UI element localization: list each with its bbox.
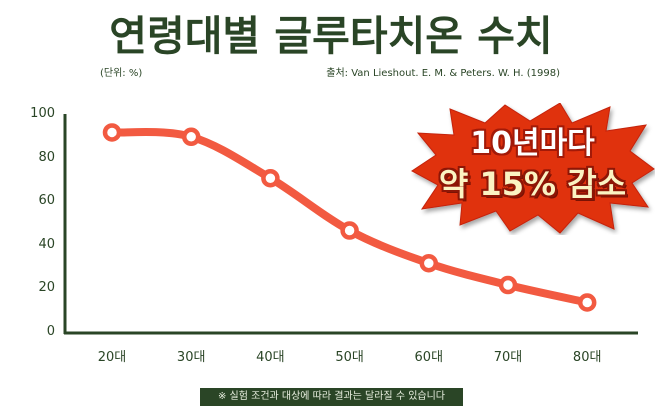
x-tick-label: 40대 [256, 350, 285, 365]
y-tick-label: 40 [38, 236, 55, 252]
data-point-40대 [261, 168, 280, 188]
data-point-80대 [577, 293, 597, 312]
x-tick-label: 50대 [335, 350, 364, 365]
x-tick-label: 20대 [97, 350, 127, 365]
callout: 10년마다 약 15% 감소 [410, 103, 655, 235]
source-label: 출처: Van Lieshout. E. M. & Peters. W. H. … [326, 68, 560, 79]
x-tick-label: 30대 [176, 350, 206, 365]
y-tick-label: 0 [46, 324, 55, 339]
x-tick-label: 60대 [414, 350, 444, 365]
burst-callout-shape [411, 103, 655, 234]
x-tick-label: 80대 [572, 350, 602, 365]
y-tick-label: 100 [30, 106, 55, 121]
data-point-50대 [340, 221, 359, 240]
x-tick-label: 70대 [493, 350, 523, 365]
y-tick-label: 20 [38, 280, 55, 296]
data-point-70대 [498, 275, 518, 295]
chart-title: 연령대별 글루타치온 수치 [109, 12, 553, 60]
callout-line-2: 약 15% 감소 [438, 165, 627, 203]
data-point-60대 [419, 253, 439, 273]
callout-line-1: 10년마다 [470, 126, 595, 161]
unit-label: (단위: %) [100, 68, 143, 79]
footnote: ※ 실험 조건과 대상에 따라 결과는 달라질 수 있습니다 [200, 388, 463, 406]
data-points [102, 123, 597, 312]
y-tick-label: 80 [38, 149, 55, 165]
y-tick-label: 60 [38, 193, 55, 209]
data-point-20대 [102, 123, 122, 142]
data-point-30대 [181, 127, 201, 147]
